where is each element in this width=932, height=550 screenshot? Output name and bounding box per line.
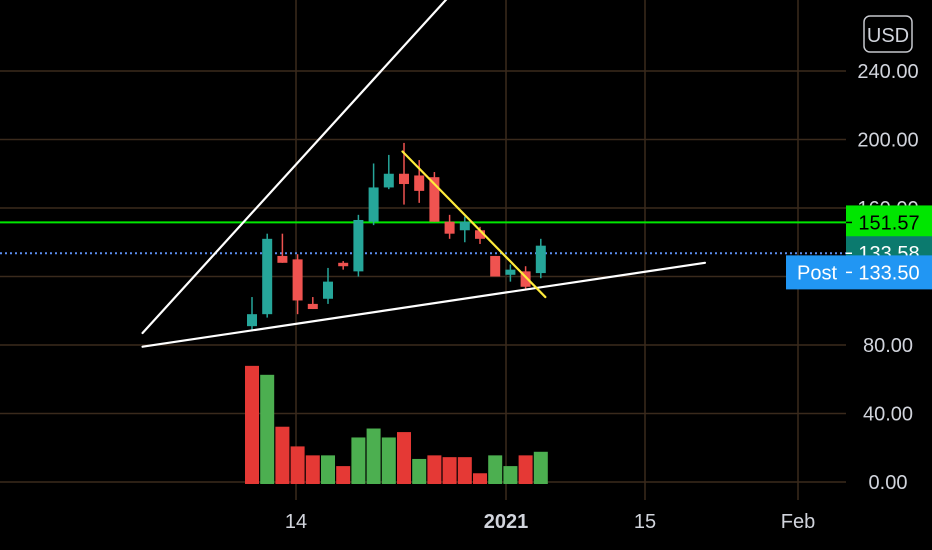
candle-body (520, 271, 531, 287)
candle-body (277, 255, 288, 263)
x-tick-label: Feb (781, 511, 815, 533)
time-axis[interactable]: 14 2021 15 Feb (285, 511, 815, 533)
candles (247, 142, 546, 332)
candle (277, 233, 288, 263)
grid (0, 0, 846, 500)
volume-bar (381, 437, 396, 484)
upper-wedge-line[interactable] (141, 0, 625, 335)
currency-button[interactable]: USD (863, 15, 913, 53)
candle-body (383, 173, 394, 188)
volume-bar (503, 466, 518, 484)
volume-bar (305, 455, 320, 484)
candle (535, 238, 546, 279)
y-tick-label: 240.00 (857, 61, 918, 83)
volume-bar (427, 455, 442, 484)
volume-bar (245, 365, 259, 484)
candle-body (323, 281, 333, 299)
candle-body (414, 175, 425, 191)
post-value-label: 133.50 (858, 262, 919, 284)
x-tick-label: 15 (634, 511, 656, 533)
currency-button-label: USD (867, 25, 909, 47)
volume-bar (533, 451, 548, 484)
candle-body (475, 230, 485, 239)
candle-body (429, 177, 440, 222)
candle-body (262, 238, 273, 315)
candle (383, 154, 394, 190)
candle (368, 163, 379, 226)
post-market-badge: Post 133.50 (786, 255, 932, 290)
candle-body (368, 187, 379, 222)
candle (307, 297, 318, 310)
volume-bar (397, 432, 411, 484)
volume-bar (473, 473, 487, 484)
x-tick-label: 2021 (484, 511, 529, 533)
candle (323, 267, 333, 304)
y-tick-label: 0.00 (869, 472, 908, 494)
post-badge-bg (786, 255, 932, 290)
candle-body (444, 221, 455, 234)
badge-label: 151.57 (858, 212, 919, 234)
candle (444, 214, 455, 239)
badge-bg (846, 205, 932, 240)
volume-bar (321, 455, 335, 484)
volume-bar (488, 455, 503, 484)
volume-bar (336, 466, 351, 484)
candle-body (292, 259, 303, 301)
candle-body (535, 245, 546, 274)
candle-body (490, 255, 501, 277)
candle (262, 233, 273, 318)
y-tick-label: 40.00 (863, 404, 913, 426)
volume-bar (457, 457, 472, 484)
candle (247, 297, 257, 332)
trendlines[interactable] (141, 0, 707, 348)
volume-bar (412, 458, 427, 484)
candle (338, 261, 349, 270)
volume-bar (351, 437, 366, 484)
candle-body (338, 262, 349, 267)
candle-body (459, 221, 470, 231)
green-resistance-badge: 151.57 (846, 205, 932, 240)
volume-bar (442, 457, 457, 484)
x-tick-label: 14 (285, 511, 307, 533)
y-tick-label: 200.00 (857, 130, 918, 152)
volume-bars (245, 365, 548, 484)
candle-body (307, 303, 318, 310)
y-tick-label: 80.00 (863, 335, 913, 357)
candle (459, 216, 470, 243)
volume-bar (518, 455, 533, 484)
volume-bar (275, 426, 290, 484)
volume-bar (366, 428, 381, 484)
candle (490, 255, 501, 277)
lower-wedge-line[interactable] (141, 261, 707, 348)
volume-bar (290, 446, 305, 484)
candle-body (353, 219, 364, 272)
candle (505, 264, 516, 282)
candle (429, 172, 440, 222)
post-tag-label: Post (797, 262, 837, 284)
candle-body (399, 173, 409, 185)
volume-bar (260, 374, 275, 484)
yellow-trendline[interactable] (401, 150, 547, 299)
candle-body (505, 269, 516, 275)
horizontal-lines (0, 221, 846, 255)
candle-body (247, 314, 257, 327)
candle (353, 214, 364, 277)
candle (292, 254, 303, 315)
